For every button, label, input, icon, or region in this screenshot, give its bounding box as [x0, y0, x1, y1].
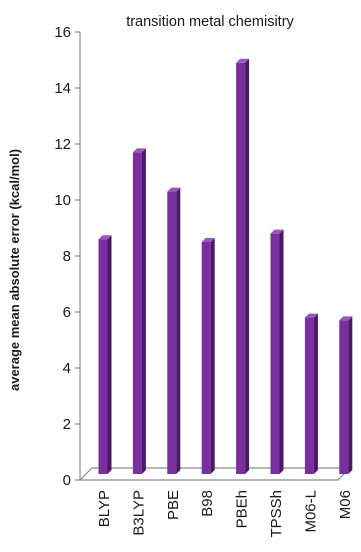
bar-face: [132, 152, 142, 474]
x-axis-floor-back: [79, 467, 350, 481]
bar-tpssh: [270, 229, 284, 474]
category-labels: BLYP B3LYP PBE B98 PBEh TPSSh M06-L M06: [96, 490, 354, 538]
bar-pbe: [167, 187, 181, 474]
bar-b3lyp: [132, 148, 146, 474]
bar-top: [201, 238, 215, 242]
category-label-blyp: BLYP: [96, 490, 113, 527]
category-label-m06-l: M06-L: [302, 490, 319, 533]
bar-face: [339, 320, 349, 474]
bar-face: [98, 239, 108, 474]
bars: [98, 58, 353, 475]
bar-top: [167, 187, 181, 192]
bar-top: [98, 235, 112, 240]
y-tick-label: 8: [63, 248, 71, 265]
bar-blyp: [98, 235, 112, 474]
y-axis-label: average mean absolute error (kcal/mol): [7, 149, 22, 391]
category-label-pbeh: PBEh: [234, 490, 251, 528]
bar-m06-l: [304, 313, 318, 474]
bar-side: [348, 316, 353, 474]
category-label-b3lyp: B3LYP: [130, 490, 147, 536]
y-tick-label: 12: [54, 136, 71, 153]
y-tick-label: 6: [63, 304, 71, 321]
y-tick-labels: 0 2 4 6 8 10 12 14 16: [54, 24, 80, 489]
category-label-tpssh: TPSSh: [268, 490, 285, 538]
bar-side: [107, 235, 112, 474]
y-tick-label: 0: [63, 472, 71, 489]
bar-side: [313, 313, 318, 474]
bar-face: [236, 62, 246, 475]
bar-face: [270, 233, 280, 474]
bar-face: [167, 191, 177, 474]
category-label-pbe: PBE: [165, 490, 182, 520]
bar-side: [176, 187, 181, 474]
bar-side: [210, 238, 215, 474]
bar-top: [304, 313, 318, 318]
category-label-b98: B98: [199, 490, 216, 517]
chart-title: transition metal chemisitry: [126, 14, 294, 30]
bar-b98: [201, 238, 215, 474]
bar-top: [236, 58, 250, 63]
bar-side: [141, 148, 146, 474]
bar-top: [270, 229, 284, 234]
bar-top: [339, 316, 353, 321]
y-tick-label: 16: [54, 24, 71, 41]
bar-pbeh: [236, 58, 250, 475]
bar-side: [279, 229, 284, 474]
bar-side: [245, 58, 250, 475]
bar-face: [201, 242, 211, 474]
y-tick-label: 2: [63, 416, 71, 433]
bar-top: [132, 148, 146, 153]
bar-face: [304, 317, 314, 474]
y-tick-label: 14: [54, 80, 71, 97]
y-tick-label: 4: [63, 360, 71, 377]
y-tick-label: 10: [54, 192, 71, 209]
category-label-m06: M06: [337, 490, 354, 519]
bar-m06: [339, 316, 353, 474]
